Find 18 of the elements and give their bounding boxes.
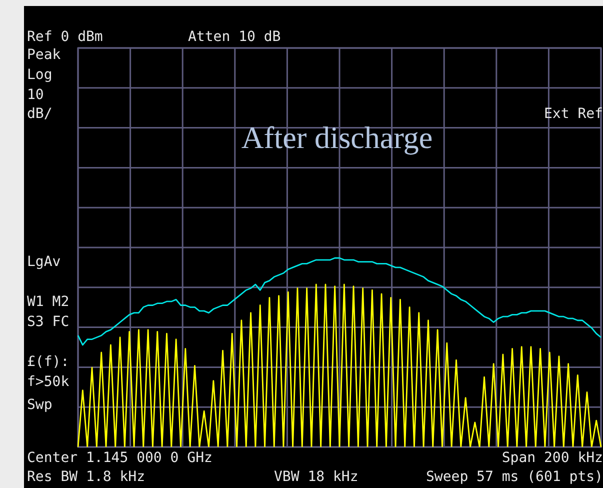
text: VBW 18 kHz — [274, 469, 358, 485]
text: dB/ — [27, 106, 52, 122]
text: Peak — [27, 47, 61, 63]
text: Ref 0 dBm — [27, 29, 103, 45]
text: Atten 10 dB — [188, 29, 281, 45]
text: Center 1.145 000 0 GHz — [27, 450, 212, 466]
text: Ext Ref — [544, 106, 603, 122]
text: 10 — [27, 87, 44, 103]
text: S3 FC — [27, 314, 70, 330]
text: f>50k — [27, 374, 70, 390]
text: Span 200 kHz — [502, 450, 603, 466]
text: W1 M2 — [27, 294, 70, 310]
text: LgAv — [27, 254, 61, 270]
text: £(f): — [27, 354, 70, 370]
text: Sweep 57 ms (601 pts) — [426, 469, 603, 485]
text: Res BW 1.8 kHz — [27, 469, 146, 485]
text: Log — [27, 67, 52, 83]
text: Swp — [27, 397, 52, 413]
